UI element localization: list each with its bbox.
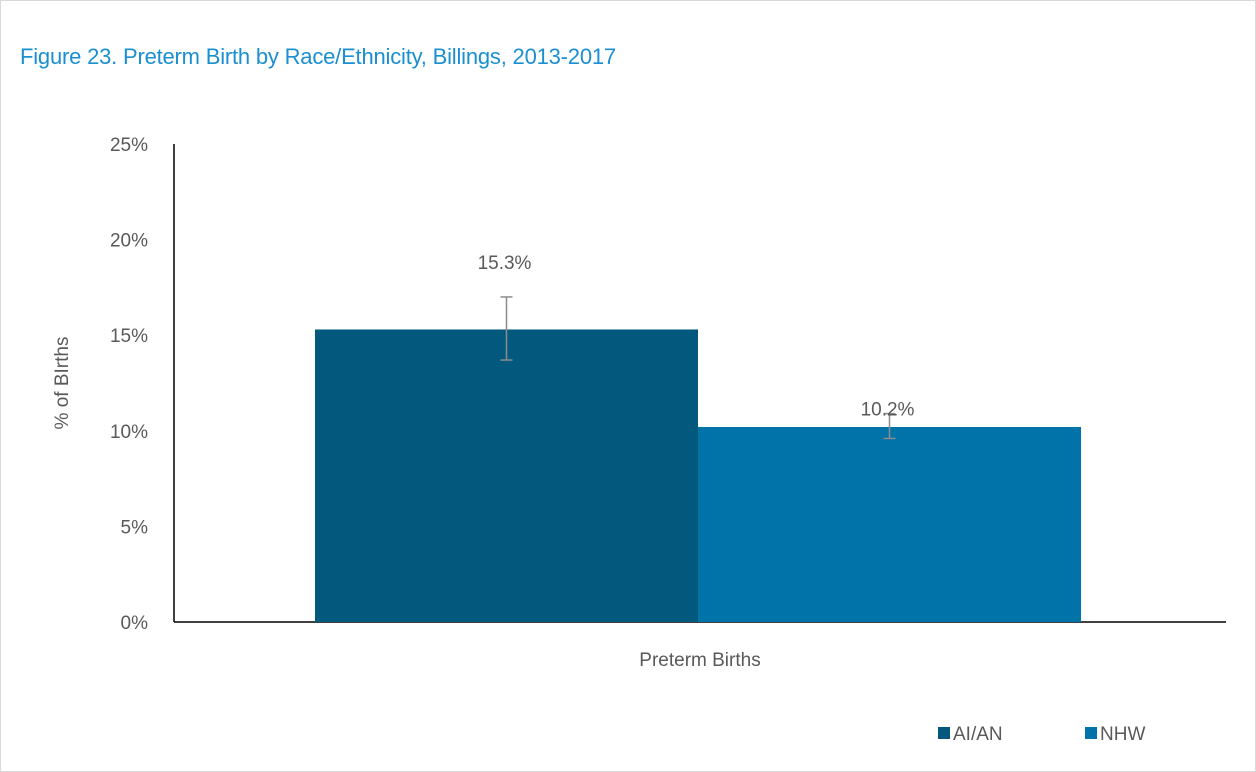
data-label: 10.2% [861, 400, 915, 421]
bar-ai-an [315, 329, 698, 622]
y-tick-label: 0% [121, 613, 149, 634]
legend-label: NHW [1100, 724, 1145, 745]
data-label: 15.3% [478, 253, 532, 274]
legend-swatch [938, 727, 950, 739]
chart-title: Figure 23. Preterm Birth by Race/Ethnici… [20, 44, 616, 69]
legend-swatch [1085, 727, 1097, 739]
y-tick-label: 5% [121, 517, 149, 538]
x-category-label: Preterm Births [639, 650, 760, 671]
y-tick-label: 20% [110, 231, 148, 252]
y-tick-label: 15% [110, 326, 148, 347]
y-tick-label: 25% [110, 135, 148, 156]
bar-nhw [698, 426, 1081, 622]
y-axis-title: % of BIrths [52, 337, 73, 430]
legend-label: AI/AN [953, 724, 1003, 745]
y-tick-label: 10% [110, 422, 148, 443]
